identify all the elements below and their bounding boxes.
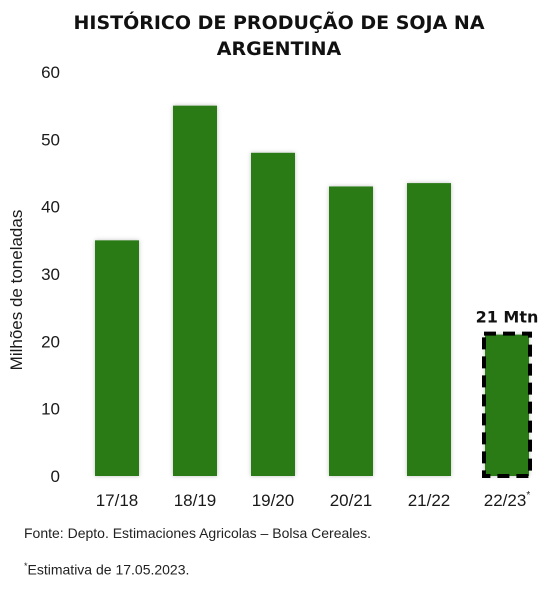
chart-title-line-1: HISTÓRICO DE PRODUÇÃO DE SOJA NA bbox=[73, 12, 485, 34]
bar-21-22 bbox=[407, 183, 451, 476]
estimate-note: *Estimativa de 17.05.2023. bbox=[24, 561, 189, 578]
y-tick-label: 20 bbox=[41, 332, 60, 351]
bar-19-20 bbox=[251, 152, 295, 477]
estimate-marker: * bbox=[24, 561, 28, 571]
bar-data-label: 21 Mtn bbox=[476, 308, 539, 327]
x-axis: 17/18 18/19 19/20 20/21 21/22 22/23* bbox=[96, 490, 531, 510]
bar-18-19 bbox=[173, 105, 217, 477]
y-axis-label: Milhões de toneladas bbox=[7, 210, 26, 371]
x-tick-label: 18/19 bbox=[174, 491, 217, 510]
x-tick-label: 20/21 bbox=[330, 491, 373, 510]
chart-title: HISTÓRICO DE PRODUÇÃO DE SOJA NA ARGENTI… bbox=[0, 10, 558, 62]
x-tick-label: 17/18 bbox=[96, 491, 139, 510]
y-tick-label: 40 bbox=[41, 198, 60, 217]
bars: 21 Mtn bbox=[95, 105, 539, 478]
bar-20-21 bbox=[329, 186, 373, 476]
x-tick-label: 22/23* bbox=[484, 490, 531, 510]
x-tick-label: 19/20 bbox=[252, 491, 295, 510]
chart-title-line-2: ARGENTINA bbox=[216, 38, 342, 60]
y-tick-label: 0 bbox=[51, 467, 60, 486]
bar-17-18 bbox=[95, 240, 139, 476]
y-axis: 0 10 20 30 40 50 60 bbox=[41, 63, 60, 486]
source-note: Fonte: Depto. Estimaciones Agricolas – B… bbox=[24, 525, 372, 541]
highlight-dashed-border bbox=[482, 331, 532, 478]
y-tick-label: 10 bbox=[41, 400, 60, 419]
y-tick-label: 50 bbox=[41, 130, 60, 149]
estimate-text: Estimativa de 17.05.2023. bbox=[27, 561, 190, 578]
bar-chart: 0 10 20 30 40 50 60 21 Mtn 17/18 18/19 19/20 20/2… bbox=[7, 63, 539, 510]
x-tick-label: 21/22 bbox=[408, 491, 451, 510]
bar-22-23 bbox=[485, 334, 529, 476]
y-tick-label: 30 bbox=[41, 265, 60, 284]
y-tick-label: 60 bbox=[41, 63, 60, 82]
